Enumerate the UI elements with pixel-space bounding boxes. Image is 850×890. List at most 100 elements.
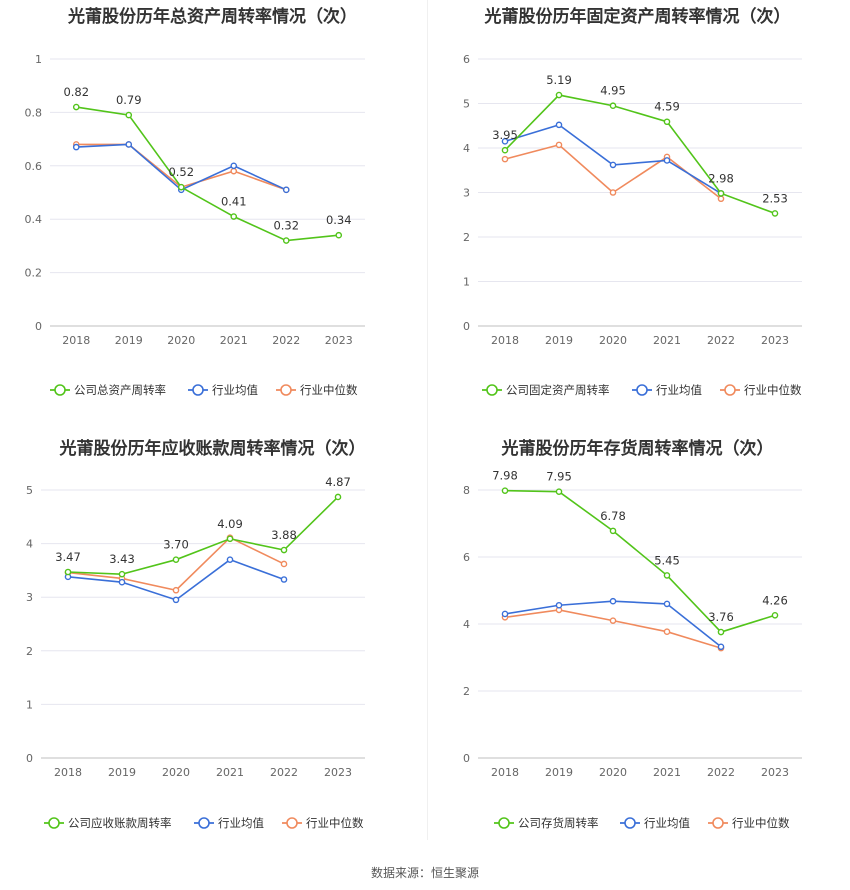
y-tick-label: 2 <box>26 645 33 658</box>
y-tick-label: 4 <box>26 538 33 551</box>
chart-title: 光莆股份历年总资产周转率情况（次） <box>68 7 357 27</box>
x-tick-label: 2018 <box>54 766 82 779</box>
legend-label-median: 行业中位数 <box>732 816 790 830</box>
data-point-company <box>335 231 343 239</box>
data-label: 3.88 <box>271 528 297 542</box>
chart-title: 光莆股份历年应收账款周转率情况（次） <box>59 439 366 459</box>
data-point-company <box>501 487 509 494</box>
y-tick-label: 6 <box>463 551 470 564</box>
y-tick-label: 3 <box>463 187 470 200</box>
legend-marker-median <box>286 817 298 829</box>
data-label: 4.59 <box>654 100 680 114</box>
y-tick-label: 0 <box>26 752 33 765</box>
x-tick-label: 2018 <box>62 334 90 347</box>
data-point-average <box>555 601 563 609</box>
chart-svg: 0 1 2 3 4 5 6 2018 2019 2020 2021 2022 2023 3.95 5.19 4… <box>463 53 802 397</box>
data-point-average <box>230 162 238 170</box>
x-tick-label: 2022 <box>270 766 298 779</box>
x-tick-label: 2023 <box>761 334 789 347</box>
legend-marker-company <box>498 817 510 829</box>
y-tick-label: 0.6 <box>25 160 43 173</box>
data-point-average <box>663 157 671 164</box>
data-point-median <box>717 195 725 203</box>
chart-svg: 0 0.2 0.4 0.6 0.8 1 2018 2019 2020 2021 2022 2023 0.… <box>25 53 365 397</box>
legend-label-median: 行业中位数 <box>744 383 802 397</box>
data-point-company <box>555 488 563 495</box>
legend-marker-average <box>624 817 636 829</box>
data-point-company <box>609 527 617 535</box>
data-label: 6.78 <box>600 509 626 523</box>
y-tick-label: 0 <box>35 320 42 333</box>
data-point-company <box>771 210 779 217</box>
y-tick-label: 0 <box>463 752 470 765</box>
data-label: 2.98 <box>708 171 734 185</box>
data-point-company <box>177 183 185 191</box>
data-label: 4.09 <box>217 517 243 531</box>
legend-marker-average <box>198 817 210 829</box>
data-point-company <box>609 102 617 110</box>
legend-label-average: 行业均值 <box>656 383 702 397</box>
legend-marker-median <box>280 384 292 396</box>
legend-marker-average <box>636 384 648 396</box>
data-label: 3.43 <box>109 552 135 566</box>
data-label: 3.47 <box>55 550 81 564</box>
legend-marker-company <box>486 384 498 396</box>
data-label: 4.87 <box>325 475 351 489</box>
data-point-average <box>501 138 509 145</box>
data-point-average <box>172 596 180 604</box>
series-line-company <box>504 489 776 633</box>
data-point-average <box>226 556 234 563</box>
data-label: 3.70 <box>163 538 189 552</box>
data-point-company <box>334 493 342 501</box>
x-tick-label: 2019 <box>115 334 143 347</box>
legend-label-average: 行业均值 <box>212 383 258 397</box>
data-point-average <box>609 597 617 605</box>
legend-label-average: 行业均值 <box>644 816 690 830</box>
series-line-company <box>504 94 776 215</box>
x-tick-label: 2021 <box>220 334 248 347</box>
x-tick-label: 2022 <box>272 334 300 347</box>
y-tick-label: 5 <box>26 484 33 497</box>
data-point-average <box>125 141 133 148</box>
data-label: 0.34 <box>326 213 352 227</box>
data-point-average <box>72 143 80 151</box>
data-point-median <box>609 617 617 624</box>
data-point-company <box>72 103 80 111</box>
legend-marker-average <box>192 384 204 396</box>
x-tick-label: 2022 <box>707 766 735 779</box>
chart-title: 光莆股份历年固定资产周转率情况（次） <box>484 7 791 27</box>
data-point-company <box>663 118 671 126</box>
data-point-company <box>280 546 288 554</box>
data-point-company <box>172 556 180 563</box>
data-point-median <box>501 155 509 163</box>
data-label: 5.19 <box>546 73 572 87</box>
data-point-company <box>282 237 290 244</box>
y-tick-label: 4 <box>463 618 470 631</box>
data-label: 4.95 <box>600 84 626 98</box>
series-line-average <box>504 123 722 195</box>
data-point-average <box>118 578 126 586</box>
x-tick-label: 2020 <box>162 766 190 779</box>
legend-label-median: 行业中位数 <box>300 383 358 397</box>
y-tick-label: 0.2 <box>25 267 43 280</box>
legend-label-median: 行业中位数 <box>306 816 364 830</box>
data-point-company <box>717 628 725 636</box>
legend-marker-company <box>54 384 66 396</box>
series-line-average <box>67 558 285 601</box>
chart-svg: 0 1 2 3 4 5 2018 2019 2020 2021 2022 2023 3.47 3.43 3.… <box>26 475 365 830</box>
data-point-average <box>282 186 290 194</box>
data-point-average <box>609 161 617 169</box>
data-label: 2.53 <box>762 191 788 205</box>
panel-divider <box>427 0 428 840</box>
y-tick-label: 5 <box>463 98 470 111</box>
y-tick-label: 2 <box>463 231 470 244</box>
x-tick-label: 2021 <box>653 334 681 347</box>
legend-marker-median <box>724 384 736 396</box>
legend-marker-median <box>712 817 724 829</box>
data-point-company <box>118 570 126 578</box>
x-tick-label: 2021 <box>653 766 681 779</box>
data-point-company <box>555 91 563 99</box>
data-label: 3.76 <box>708 610 734 624</box>
chart-panel-fixed-asset-turnover: 光莆股份历年固定资产周转率情况（次） 0 1 2 3 4 5 6 2018 2019 2020 20… <box>425 0 850 430</box>
data-point-median <box>172 586 180 594</box>
